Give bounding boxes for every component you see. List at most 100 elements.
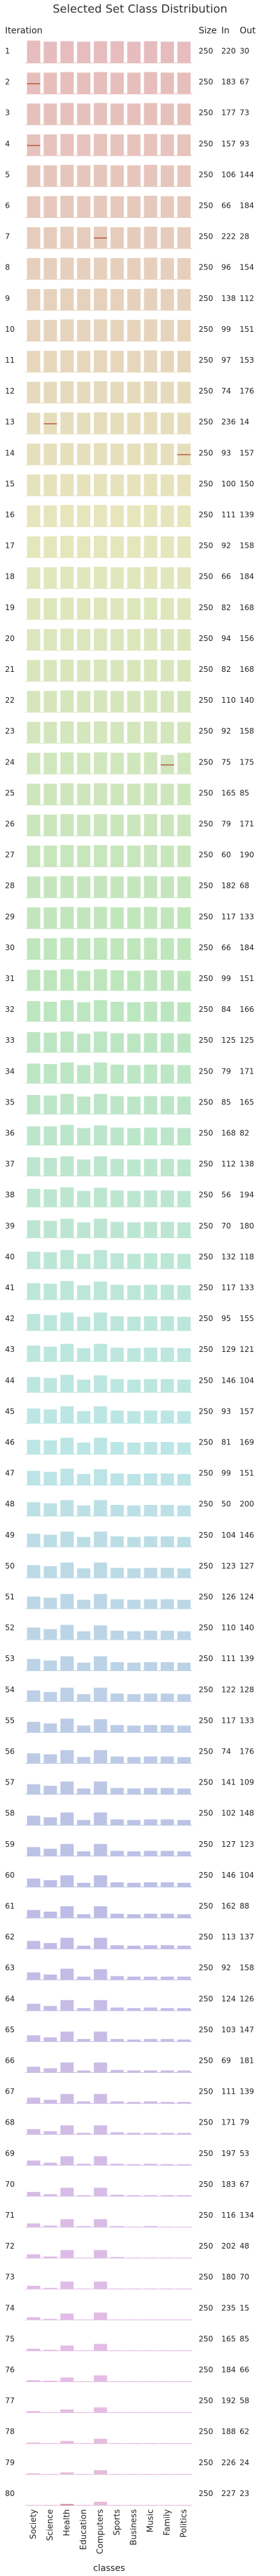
bar-computers [94, 474, 107, 496]
bar-politics [177, 536, 190, 558]
bar-society [27, 1722, 40, 1733]
bar-sports [110, 1819, 124, 1825]
bar-science [44, 1692, 57, 1701]
bar-health [61, 443, 74, 465]
bar-music [144, 1851, 157, 1856]
bar-computers [94, 2313, 107, 2320]
bar-education [77, 1883, 90, 1887]
row-in: 138 [221, 294, 236, 303]
row-out: 67 [240, 2180, 249, 2189]
bar-society [27, 2097, 40, 2103]
bar-education [77, 971, 90, 990]
header-size: Size [199, 26, 217, 36]
bar-society [27, 1157, 40, 1176]
bar-business [127, 1474, 141, 1485]
bar-business [127, 877, 141, 898]
bar-science [44, 1817, 57, 1825]
bar-sports [110, 2039, 124, 2041]
iteration-row-58: 58 250 102 148 [5, 1809, 254, 1825]
row-out: 67 [240, 77, 249, 86]
bar-computers [94, 165, 107, 187]
bar-computers [94, 659, 107, 681]
row-out: 23 [240, 2489, 249, 2498]
bar-family [161, 2039, 174, 2041]
bar-sports [110, 815, 124, 836]
bar-science [44, 196, 57, 218]
bar-business [127, 444, 141, 465]
bar-education [77, 598, 90, 620]
row-size: 250 [199, 943, 213, 952]
bar-computers [94, 350, 107, 372]
iteration-label: 50 [5, 1562, 15, 1570]
bar-music [144, 443, 157, 465]
bar-business [127, 227, 141, 249]
iteration-label: 60 [5, 1871, 15, 1880]
header-in: In [221, 26, 230, 36]
bar-business [127, 598, 141, 620]
bar-politics [177, 1443, 190, 1455]
bar-health [61, 1438, 74, 1454]
row-in: 177 [221, 108, 236, 117]
bar-music [144, 1568, 157, 1578]
bar-computers [94, 1094, 107, 1114]
row-out: 121 [240, 1345, 254, 1354]
iteration-row-26: 26 250 79 171 [5, 814, 254, 836]
bar-music [144, 1285, 157, 1300]
bar-family [161, 815, 174, 836]
x-tick-label-computers: Computers [96, 2509, 105, 2555]
bar-computers [94, 691, 107, 713]
bar-society [27, 877, 40, 898]
iteration-row-33: 33 250 125 125 [5, 1031, 254, 1052]
row-size: 250 [199, 1654, 213, 1663]
bar-business [127, 1851, 141, 1856]
iteration-row-65: 65 250 103 147 [5, 2025, 254, 2041]
iteration-row-70: 70 250 183 67 [5, 2180, 249, 2196]
row-out: 176 [240, 387, 254, 395]
bar-family [161, 1348, 174, 1361]
bar-health [61, 1094, 74, 1114]
bar-education [77, 72, 90, 94]
row-size: 250 [199, 1036, 213, 1045]
bar-music [144, 783, 157, 805]
row-size: 250 [199, 1314, 213, 1323]
bar-computers [94, 1438, 107, 1454]
bar-politics [177, 1285, 190, 1300]
bar-music [144, 1410, 157, 1423]
row-size: 250 [199, 2242, 213, 2250]
iteration-label: 22 [5, 696, 15, 705]
bar-computers [94, 567, 107, 589]
bar-sports [110, 1410, 124, 1423]
bar-society [27, 691, 40, 712]
row-in: 182 [221, 882, 236, 890]
bar-science [44, 722, 57, 743]
bar-business [127, 846, 141, 867]
x-tick-label-music: Music [146, 2509, 156, 2533]
bar-education [77, 536, 90, 558]
row-size: 250 [199, 417, 213, 426]
bar-music [144, 722, 157, 744]
bar-science [44, 753, 57, 775]
bar-business [127, 1222, 141, 1238]
bar-science [44, 72, 57, 94]
iteration-label: 62 [5, 1932, 15, 1941]
iteration-label: 46 [5, 1438, 15, 1447]
bar-science [44, 1409, 57, 1423]
row-in: 69 [221, 2057, 231, 2065]
iteration-row-7: 7 250 222 28 [5, 227, 249, 249]
row-in: 81 [221, 1438, 231, 1447]
bar-computers [94, 876, 107, 898]
iteration-label: 35 [5, 1098, 15, 1106]
iteration-row-39: 39 250 70 180 [5, 1218, 254, 1237]
bar-education [77, 938, 90, 960]
bar-sports [110, 103, 124, 125]
row-out: 85 [240, 788, 249, 797]
bar-sports [110, 567, 124, 589]
bar-sports [110, 475, 124, 496]
bar-education [77, 2101, 90, 2103]
bar-computers [94, 288, 107, 310]
bar-family [161, 2070, 174, 2072]
iteration-label: 32 [5, 1005, 15, 1014]
bar-health [61, 1500, 74, 1516]
row-out: 151 [240, 325, 254, 334]
row-out: 109 [240, 1778, 254, 1787]
